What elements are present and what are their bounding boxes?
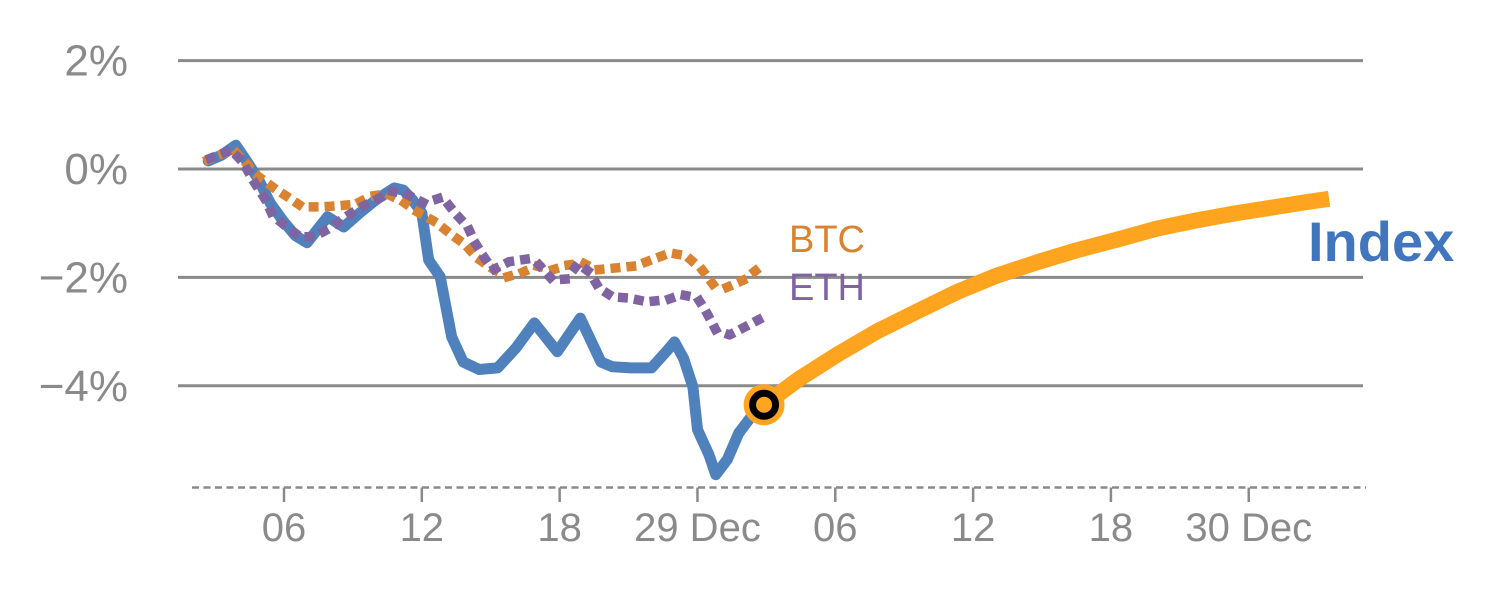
x-axis-label: 18 <box>537 506 582 550</box>
index-series-label: Index <box>1308 210 1455 273</box>
x-axis-label: 18 <box>1089 506 1134 550</box>
x-axis-label: 29 Dec <box>634 506 761 550</box>
series-line-index-projected- <box>759 190 1331 412</box>
y-axis-label: 0% <box>64 145 128 194</box>
eth-series-label: ETH <box>789 267 865 309</box>
y-axis-label: −2% <box>39 253 128 302</box>
x-axis-label: 06 <box>262 506 307 550</box>
x-axis-label: 30 Dec <box>1185 506 1312 550</box>
y-axis-label: −4% <box>39 362 128 411</box>
projection-start-marker-ring <box>749 389 780 420</box>
y-axis-label: 2% <box>64 37 128 86</box>
series-line-btc <box>201 145 767 292</box>
x-axis-label: 12 <box>400 506 445 550</box>
btc-series-label: BTC <box>789 219 865 261</box>
x-axis-label: 12 <box>951 506 996 550</box>
x-axis-label: 06 <box>813 506 858 550</box>
series-line-eth <box>204 145 769 340</box>
